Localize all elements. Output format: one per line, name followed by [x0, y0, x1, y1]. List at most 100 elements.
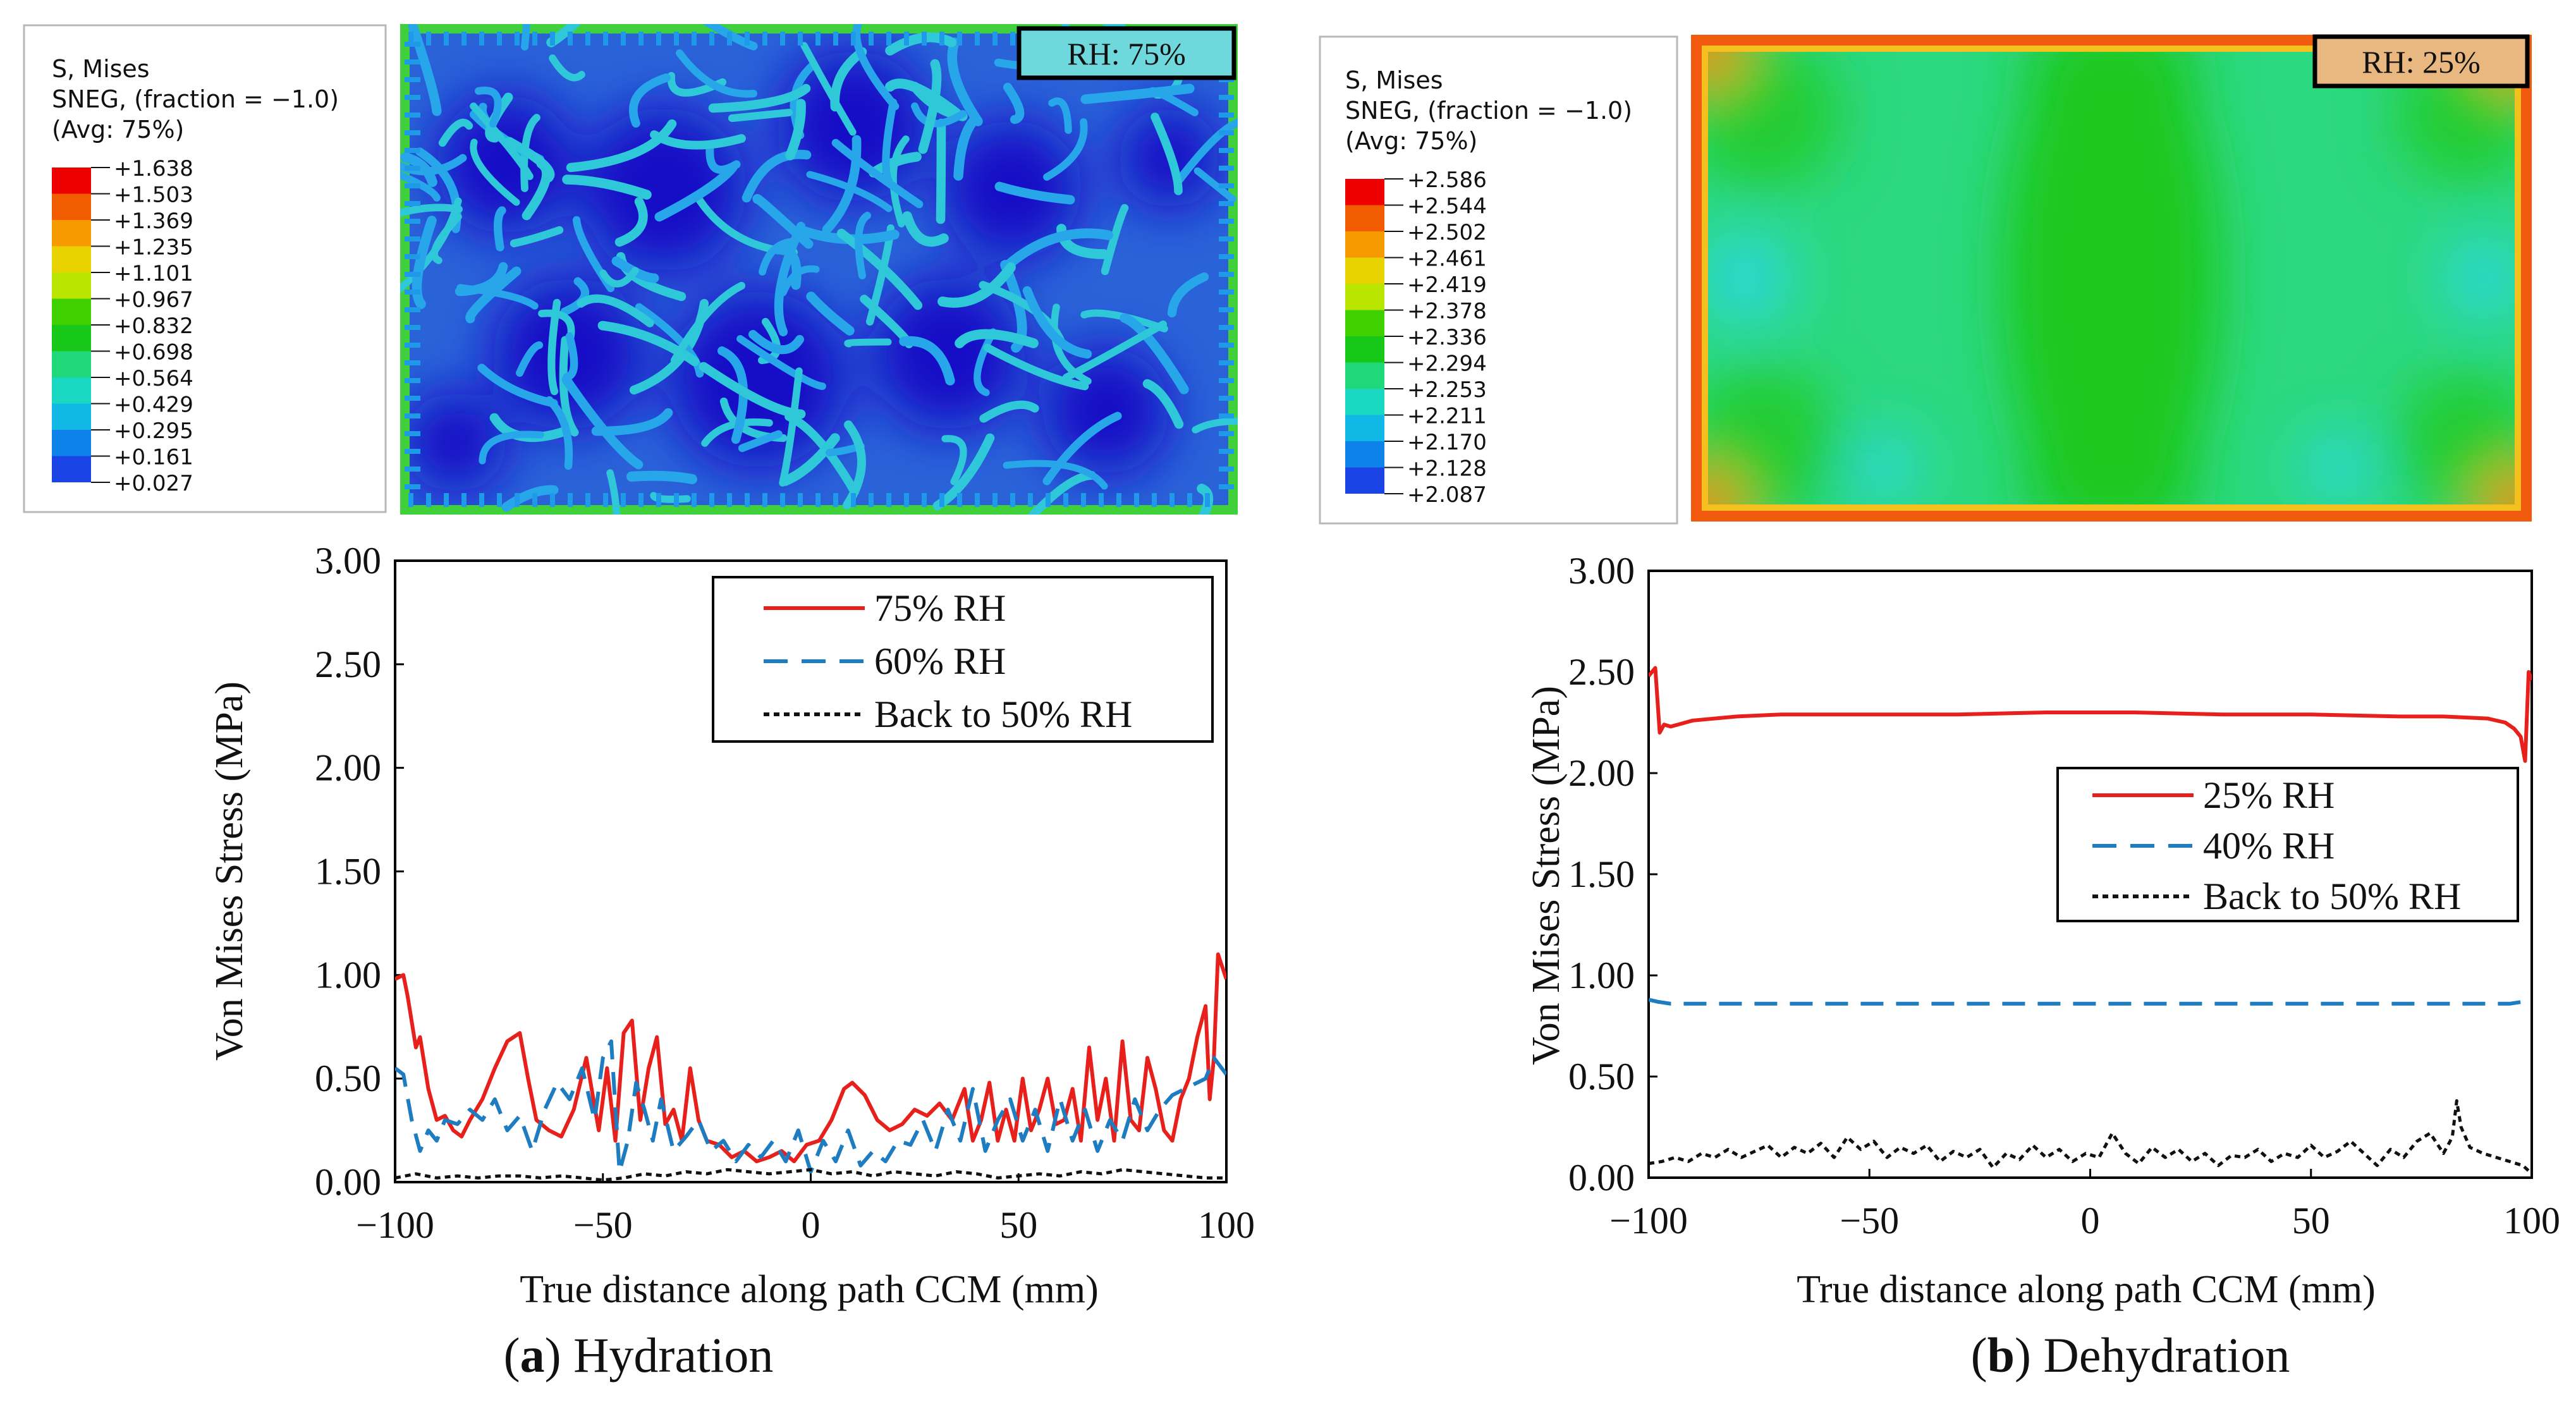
stress-stripe — [408, 24, 442, 116]
contour-plot-a — [400, 24, 1238, 515]
legend-value-12: +2.087 — [1407, 482, 1487, 508]
legend-value-6: +0.832 — [114, 314, 193, 339]
stress-stripe — [974, 328, 997, 396]
stress-stripe — [752, 193, 814, 249]
legend-swatch-2 — [1345, 231, 1384, 258]
contour-legend-a: S, Mises SNEG, (fraction = −1.0) (Avg: 7… — [23, 24, 387, 513]
legend-swatch-4 — [52, 272, 91, 299]
stress-stripe — [779, 367, 803, 487]
stress-stripe — [1003, 82, 1025, 125]
legend-value-2: +2.502 — [1407, 220, 1487, 245]
stress-stripe — [708, 83, 811, 113]
legend-value-6: +2.336 — [1407, 325, 1487, 350]
cyan-lobe-1 — [2440, 234, 2529, 322]
stress-stripe — [882, 98, 898, 186]
stress-stripe — [800, 42, 857, 136]
legend-swatch-5 — [52, 298, 91, 325]
dark-region-4 — [493, 278, 645, 430]
stress-stripe — [563, 332, 578, 381]
stress-stripe — [510, 226, 564, 248]
legend-title-line-3: (Avg: 75%) — [52, 116, 184, 143]
x-tick-label: 0 — [802, 1204, 821, 1246]
stress-stripe — [780, 433, 840, 486]
legend-value-3: +2.461 — [1407, 247, 1487, 272]
stress-stripe — [400, 154, 467, 176]
panel-a: S, Mises SNEG, (fraction = −1.0) (Avg: 7… — [23, 24, 1255, 1383]
stress-stripe — [844, 338, 892, 348]
stress-stripe — [1120, 313, 1189, 394]
stress-stripe — [477, 363, 558, 408]
legend-value-0: +1.638 — [114, 156, 193, 181]
y-ticks-b: 0.00 0.50 1.00 1.50 2.00 2.50 3.00 — [1568, 550, 1657, 1199]
caption-letter-b: b — [1987, 1328, 2015, 1383]
stress-stripe — [705, 143, 741, 174]
stress-stripe — [717, 346, 748, 444]
stress-stripe — [521, 24, 530, 51]
stress-stripe — [1167, 272, 1209, 318]
stress-stripe — [474, 87, 502, 128]
stress-stripe — [670, 281, 746, 365]
legend-swatch-8 — [1345, 389, 1384, 415]
stress-stripe — [831, 138, 924, 209]
legend-swatch-7 — [1345, 362, 1384, 389]
legend-value-11: +2.128 — [1407, 456, 1487, 482]
legend-swatch-5 — [1345, 310, 1384, 336]
legend-value-5: +0.967 — [114, 288, 193, 313]
stress-stripe — [806, 171, 893, 212]
stress-stripe — [400, 171, 441, 202]
stress-stripe — [736, 335, 826, 390]
legend-value-10: +2.170 — [1407, 430, 1487, 455]
series-line-75-rh — [395, 952, 1226, 1164]
legend-swatch-11 — [1345, 467, 1384, 494]
legend-label-back50rh-b: Back to 50% RH — [2203, 876, 2461, 917]
stress-stripe — [430, 213, 462, 264]
legend-swatch-9 — [1345, 415, 1384, 441]
x-ticks-b: −100 −50 0 50 100 — [1609, 1169, 2560, 1242]
legend-value-9: +2.211 — [1407, 404, 1487, 429]
rh-label-box-b — [2312, 34, 2530, 89]
legend-title-line-2: SNEG, (fraction = −1.0) — [52, 85, 339, 113]
stress-stripe — [1148, 87, 1199, 116]
dark-region-8 — [405, 392, 506, 493]
stress-stripe — [947, 37, 983, 126]
legend-swatch-11 — [52, 456, 91, 482]
stress-stripe — [1142, 379, 1184, 429]
stress-stripe — [456, 284, 539, 310]
stress-stripe — [1101, 204, 1129, 276]
legend-value-1: +2.544 — [1407, 194, 1487, 219]
legend-value-3: +1.235 — [114, 235, 193, 260]
stress-stripe — [1151, 113, 1183, 195]
legend-label-75rh: 75% RH — [874, 587, 1006, 629]
y-tick-label: 0.00 — [1568, 1157, 1635, 1199]
stress-stripe — [699, 362, 806, 419]
center-band-core — [2004, 35, 2219, 522]
series-lines-b — [1649, 666, 2532, 1175]
stress-stripe — [1003, 228, 1113, 270]
stress-stripe — [479, 430, 544, 465]
legend-values-a: +1.638+1.503+1.369+1.235+1.101+0.967+0.8… — [91, 156, 193, 496]
caption-b: (b) Dehydration — [1971, 1328, 2290, 1383]
stress-stripe — [562, 174, 652, 200]
legend-value-12: +0.027 — [114, 471, 193, 496]
rh-label-box-a — [1016, 26, 1236, 80]
stress-stripe — [1042, 412, 1122, 485]
y-axis-label-a: Von Mises Stress (MPa) — [208, 681, 251, 1061]
x-tick-label: −50 — [1840, 1200, 1899, 1242]
y-tick-label: 1.50 — [315, 851, 381, 893]
stress-stripe — [597, 320, 700, 367]
stress-stripe — [955, 329, 1039, 348]
legend-value-9: +0.429 — [114, 393, 193, 418]
legend-title-line-3: (Avg: 75%) — [1345, 127, 1477, 155]
y-tick-label: 2.50 — [1568, 651, 1635, 693]
series-line-25-rh — [1649, 666, 2532, 763]
legend-swatch-0 — [52, 168, 91, 194]
stress-stripe — [465, 266, 522, 324]
legend-swatch-2 — [52, 220, 91, 247]
legend-swatch-1 — [1345, 205, 1384, 231]
legend-swatches-a — [52, 168, 91, 482]
panel-b: S, Mises SNEG, (fraction = −1.0) (Avg: 7… — [1319, 34, 2560, 1383]
y-tick-label: 2.50 — [315, 644, 381, 685]
stress-stripe — [400, 152, 437, 187]
caption-text-b: Dehydration — [2043, 1328, 2290, 1383]
